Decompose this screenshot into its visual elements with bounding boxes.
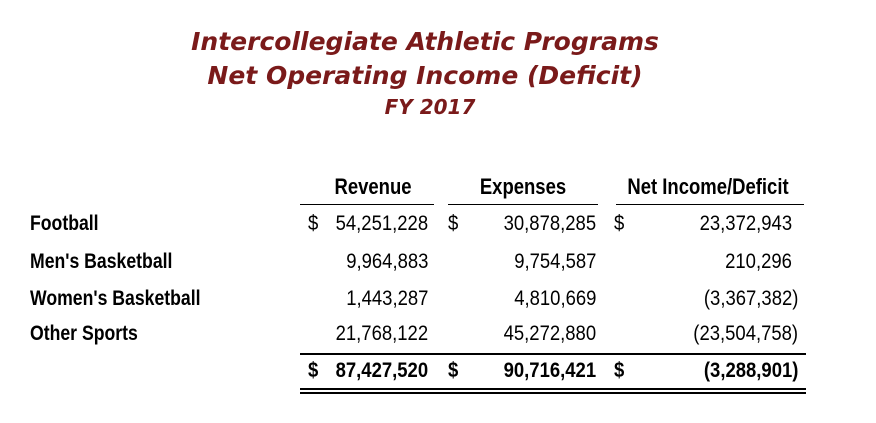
- cell-mens-basketball-net: 210,296: [725, 250, 792, 273]
- report-title-line-1: Intercollegiate Athletic Programs: [191, 27, 659, 56]
- header-rule-revenue: [300, 204, 434, 205]
- currency-symbol: $: [614, 359, 625, 382]
- report-title-line-2: Net Operating Income (Deficit): [207, 61, 643, 90]
- header-revenue: Revenue: [334, 174, 412, 199]
- cell-total-revenue: 87,427,520: [335, 359, 428, 382]
- cell-other-sports-expenses: 45,272,880: [503, 322, 596, 345]
- cell-mens-basketball-revenue: 9,964,883: [345, 250, 428, 273]
- cell-womens-basketball-net: (3,367,382): [703, 287, 798, 310]
- row-label-football: Football: [30, 212, 99, 235]
- row-label-womens-basketball: Women's Basketball: [30, 287, 201, 310]
- cell-womens-basketball-revenue: 1,443,287: [345, 287, 428, 310]
- header-net-income: Net Income/Deficit: [627, 174, 789, 199]
- cell-total-net: (3,288,901): [703, 359, 798, 382]
- header-rule-net: [616, 204, 804, 205]
- header-rule-expenses: [448, 204, 598, 205]
- cell-womens-basketball-expenses: 4,810,669: [513, 287, 596, 310]
- cell-mens-basketball-expenses: 9,754,587: [513, 250, 596, 273]
- total-double-rule-bottom: [300, 392, 806, 394]
- total-double-rule-top: [300, 388, 806, 390]
- row-label-other-sports: Other Sports: [30, 322, 138, 345]
- currency-symbol: $: [614, 212, 625, 235]
- cell-football-revenue: 54,251,228: [335, 212, 428, 235]
- currency-symbol: $: [308, 359, 319, 382]
- report-fiscal-year: FY 2017: [384, 95, 476, 119]
- cell-other-sports-revenue: 21,768,122: [335, 322, 428, 345]
- row-label-mens-basketball: Men's Basketball: [30, 250, 173, 273]
- total-top-rule: [300, 353, 806, 355]
- currency-symbol: $: [448, 212, 459, 235]
- cell-football-net: 23,372,943: [699, 212, 792, 235]
- cell-football-expenses: 30,878,285: [503, 212, 596, 235]
- cell-total-expenses: 90,716,421: [503, 359, 596, 382]
- currency-symbol: $: [308, 212, 319, 235]
- currency-symbol: $: [448, 359, 459, 382]
- header-expenses: Expenses: [479, 174, 567, 199]
- cell-other-sports-net: (23,504,758): [693, 322, 798, 345]
